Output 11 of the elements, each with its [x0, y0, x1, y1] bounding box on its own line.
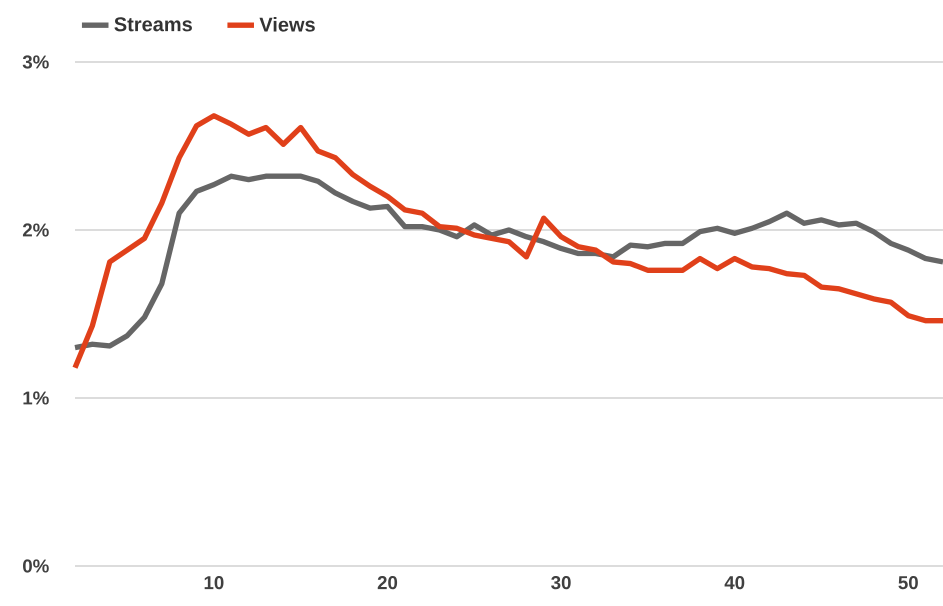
legend-label: Views [259, 16, 315, 32]
x-tick-label: 50 [898, 576, 918, 590]
x-tick-label: 20 [378, 576, 398, 590]
legend-label: Streams [114, 17, 192, 32]
y-tick-label: 1% [23, 391, 49, 405]
x-tick-label: 40 [724, 576, 744, 590]
y-tick-label: 3% [22, 55, 49, 69]
y-tick-label: 0% [23, 559, 49, 573]
x-tick-label: 10 [204, 576, 224, 590]
x-tick-label: 30 [551, 576, 571, 590]
y-tick-label: 2% [22, 223, 49, 237]
